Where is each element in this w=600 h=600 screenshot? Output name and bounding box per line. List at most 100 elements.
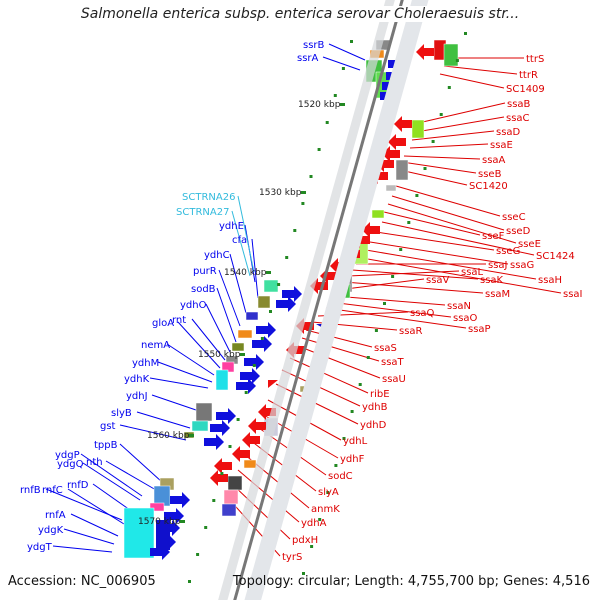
gene-label-sseG: sseG [496, 246, 520, 257]
gene-feature [443, 43, 459, 67]
tick-dot [204, 526, 208, 529]
tick-dot [277, 283, 281, 286]
tick-dot [366, 356, 370, 359]
gene-label-ydhE: ydhE [219, 221, 244, 232]
gene-label-ydhB: ydhB [362, 402, 388, 413]
gene-feature [223, 489, 239, 505]
gene-label-ydhO: ydhO [180, 300, 207, 311]
gene-label-ssaH: ssaH [538, 275, 562, 286]
gene-label-ssrB: ssrB [303, 40, 325, 51]
gene-label-sseE: sseE [518, 239, 541, 250]
backbone-band [218, 0, 395, 600]
gene-arrow [204, 434, 224, 450]
gene-feature [257, 295, 271, 309]
gene-arrow [214, 458, 232, 474]
gene-label-SC1409: SC1409 [506, 84, 545, 95]
label-connector [166, 343, 215, 376]
tick-dot [317, 148, 321, 151]
label-connector [82, 462, 141, 501]
label-connector [443, 65, 518, 75]
tick-dot [188, 580, 191, 583]
tick-label: 1570 kbp [138, 517, 181, 527]
label-connector [216, 287, 237, 343]
gene-feature [191, 420, 209, 432]
tick-dot [383, 302, 386, 305]
label-connector [218, 269, 241, 327]
label-connector [149, 377, 209, 389]
gene-label-nemA: nemA [141, 340, 170, 351]
gene-arrow [388, 134, 406, 150]
gene-label-ssaC: ssaC [506, 113, 530, 124]
gene-label-ssaG: ssaG [510, 260, 534, 271]
backbone-shadow [244, 0, 429, 600]
label-connector [351, 269, 479, 280]
label-connector [337, 278, 425, 291]
gene-label-ydhD: ydhD [360, 420, 387, 431]
gene-label-ttrS: ttrS [526, 54, 544, 65]
gene-feature [149, 502, 165, 512]
gene-arrow [240, 368, 260, 384]
label-connector [399, 169, 468, 186]
tick-marks: 1520 kbp 1530 kbp 1540 kbp 1550 kbp 1560 kbp… [138, 32, 467, 583]
label-connector [136, 411, 191, 429]
gene-label-ssaK: ssaK [480, 275, 504, 286]
gene-label-rnfB: rnfB [20, 485, 41, 496]
label-connector [369, 241, 509, 265]
gene-label-sseD: sseD [506, 226, 531, 237]
label-connector [413, 102, 506, 125]
gene-label-rnfA: rnfA [45, 510, 66, 521]
label-connector [119, 424, 187, 441]
gene-feature [231, 342, 245, 352]
gene-label-tppB: tppB [94, 440, 118, 451]
label-connector [395, 185, 501, 217]
tick-label: 1540 kbp [224, 268, 267, 278]
gene-feature [123, 507, 155, 559]
label-connector [229, 253, 247, 314]
label-connector [191, 318, 226, 361]
gene-label-ssaA: ssaA [482, 155, 506, 166]
gene-label-ydhM: ydhM [132, 358, 159, 369]
tick-dot [260, 337, 264, 340]
label-connector [237, 469, 300, 523]
gene-arrow [210, 420, 230, 436]
label-connector [80, 453, 143, 497]
gene-label-rnfD: rnfD [67, 480, 89, 491]
tick-dot [244, 391, 248, 394]
gene-label-ydhF: ydhF [340, 454, 365, 465]
tick-dot [318, 518, 322, 521]
gene-feature [411, 119, 425, 139]
gene-label-SC1424: SC1424 [536, 251, 575, 262]
gene-feature [195, 402, 213, 422]
label-connector [275, 383, 359, 425]
label-connector [387, 203, 517, 244]
gene-label-ssaD: ssaD [496, 127, 521, 138]
tick-dot [269, 310, 272, 313]
tick-dot [358, 383, 362, 386]
rna-label-SCTRNA26: SCTRNA26 [182, 192, 235, 203]
gene-feature [371, 209, 385, 219]
tick-dot [391, 275, 395, 278]
tick-dot [399, 248, 403, 251]
gene-label-slyA: slyA [318, 487, 339, 498]
gene-label-ydgP: ydgP [55, 450, 80, 461]
gene-label-sseB: sseB [478, 169, 502, 180]
label-connector [401, 161, 477, 174]
label-connector [305, 329, 373, 348]
tick-dot [334, 464, 338, 467]
label-connector [328, 43, 366, 61]
gene-label-ydgQ: ydgQ [57, 459, 84, 470]
gene-label-ssaU: ssaU [382, 374, 406, 385]
tick-mark [189, 434, 194, 437]
tick-dot [309, 175, 313, 178]
gene-label-ydhK: ydhK [124, 374, 150, 385]
gene-label-purR: purR [193, 266, 217, 277]
tick-label: 1530 kbp [259, 188, 302, 198]
backbone-line [233, 0, 404, 600]
tick-dot [439, 113, 443, 116]
gene-label-ssaL: ssaL [461, 267, 484, 278]
label-connector [333, 295, 446, 306]
label-connector [231, 210, 251, 277]
gene-arrow [256, 322, 276, 338]
tick-dot [423, 167, 427, 170]
rna-label-SCTRNA27: SCTRNA27 [176, 207, 229, 218]
